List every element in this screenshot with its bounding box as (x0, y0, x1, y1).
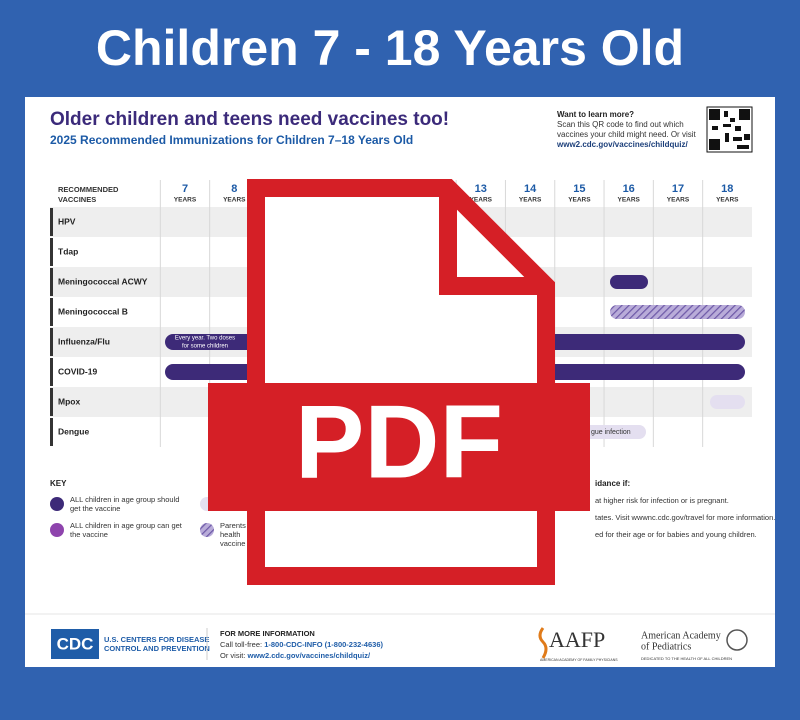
vaccine-name: Dengue (58, 426, 89, 436)
row-accent (50, 388, 53, 416)
cdc-logo-box (51, 629, 99, 659)
age-unit: YEARS (174, 197, 197, 204)
bar-label: gue infection (591, 429, 631, 436)
age-number: 18 (721, 183, 733, 195)
key-swatch (200, 523, 214, 537)
row-accent (50, 268, 53, 296)
guidance-title: idance if: (595, 479, 630, 488)
age-number: 14 (524, 183, 537, 195)
age-unit: YEARS (470, 197, 493, 204)
page-title: Children 7 - 18 Years Old (96, 20, 684, 76)
vaccine-name: COVID-19 (58, 366, 97, 376)
phone-line: Call toll-free: 1-800-CDC-INFO (1-800-23… (220, 640, 383, 649)
learn-more-title: Want to learn more? (557, 110, 634, 119)
aafp-logo: AAFP (549, 627, 605, 652)
text-part: Call toll-free: (220, 640, 264, 649)
bar-label: for some children (182, 344, 228, 350)
bar-menb (610, 305, 745, 319)
row-accent (50, 418, 53, 446)
bar-acwy (610, 275, 648, 289)
row-accent (50, 208, 53, 236)
cdc-name: U.S. CENTERS FOR DISEASE (104, 635, 209, 644)
key-text: ALL children in age group should (70, 495, 179, 504)
pdf-label: PDF (295, 384, 503, 500)
age-number: 17 (672, 183, 684, 195)
key-text: Parents (220, 521, 246, 530)
age-unit: YEARS (716, 197, 739, 204)
pdf-icon: PDF (208, 179, 590, 585)
age-number: 15 (573, 183, 585, 195)
row-accent (50, 238, 53, 266)
age-unit: YEARS (617, 197, 640, 204)
aap-name: of Pediatrics (641, 641, 691, 652)
aap-tagline: DEDICATED TO THE HEALTH OF ALL CHILDREN (641, 656, 732, 661)
key-text: ALL children in age group can get (70, 521, 183, 530)
row-accent (50, 358, 53, 386)
learn-more-line: vaccines your child might need. Or visit (557, 130, 697, 139)
key-text: the vaccine (70, 530, 108, 539)
text-part: www2.cdc.gov/vaccines/childquiz/ (247, 651, 371, 660)
key-title: KEY (50, 479, 67, 488)
vaccine-name: Meningococcal ACWY (58, 276, 148, 286)
key-text: health (220, 530, 240, 539)
info-title: FOR MORE INFORMATION (220, 629, 315, 638)
age-unit: YEARS (667, 197, 690, 204)
vaccine-name: Meningococcal B (58, 306, 128, 316)
learn-more-line: www2.cdc.gov/vaccines/childquiz/ (556, 140, 688, 149)
vaccine-name: Mpox (58, 396, 80, 406)
learn-more-line: Scan this QR code to find out which (557, 120, 684, 129)
age-number: 8 (231, 183, 237, 195)
aafp-name: AMERICAN ACADEMY OF FAMILY PHYSICIANS (540, 658, 618, 662)
key-text: vaccine (220, 539, 245, 548)
vaccine-name: HPV (58, 216, 76, 226)
guidance-line: tates. Visit wwwnc.cdc.gov/travel for mo… (595, 513, 775, 522)
bar-label: Every year. Two doses (175, 336, 235, 342)
guidance-line: at higher risk for infection or is pregn… (595, 496, 729, 505)
key-swatch (50, 523, 64, 537)
guidance-line: ed for their age or for babies and young… (595, 530, 757, 539)
row-accent (50, 298, 53, 326)
text-part: 1-800-CDC-INFO (1-800-232-4636) (264, 640, 383, 649)
bar-mpox (710, 395, 745, 409)
aap-seal (726, 629, 748, 651)
vaccine-name: Influenza/Flu (58, 336, 110, 346)
text-part: Or visit: (220, 651, 248, 660)
doc-heading: Older children and teens need vaccines t… (50, 109, 449, 130)
age-unit: YEARS (568, 197, 591, 204)
learn-more: Scan this QR code to find out whichvacci… (556, 120, 697, 149)
age-number: 13 (475, 183, 487, 195)
qr-code (706, 106, 753, 153)
key-swatch (50, 497, 64, 511)
age-unit: YEARS (519, 197, 542, 204)
key-text: get the vaccine (70, 504, 120, 513)
visit-line: Or visit: www2.cdc.gov/vaccines/childqui… (220, 651, 371, 660)
table-header-label: RECOMMENDED (58, 185, 119, 194)
table-header-label: VACCINES (58, 195, 96, 204)
cdc-logo: CDC (57, 634, 94, 653)
age-number: 7 (182, 183, 188, 195)
aafp-mark (538, 627, 548, 659)
row-accent (50, 328, 53, 356)
vaccine-name: Tdap (58, 246, 78, 256)
age-number: 16 (623, 183, 635, 195)
cdc-name: CONTROL AND PREVENTION (104, 644, 210, 653)
age-unit: YEARS (223, 197, 246, 204)
doc-subheading: 2025 Recommended Immunizations for Child… (50, 133, 413, 147)
aap-name: American Academy (641, 630, 721, 641)
